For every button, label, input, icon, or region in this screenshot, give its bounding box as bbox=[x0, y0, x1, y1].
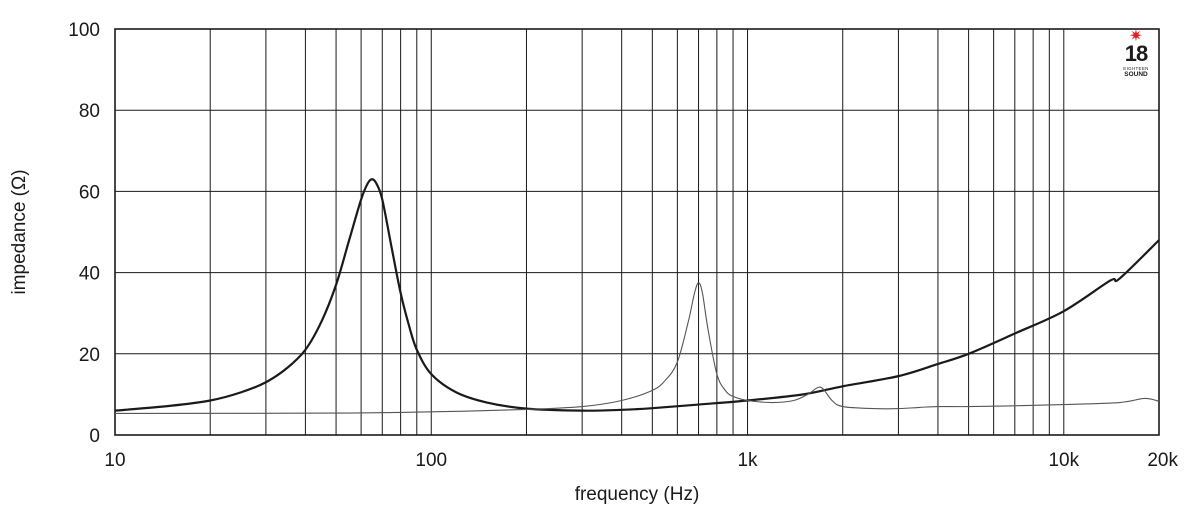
y-axis-label: impedance (Ω) bbox=[9, 169, 30, 294]
series-line-1 bbox=[114, 178, 1160, 412]
x-axis-label: frequency (Hz) bbox=[575, 484, 700, 505]
logo-line2: SOUND bbox=[1124, 71, 1148, 78]
logo-number: 18 bbox=[1124, 41, 1148, 66]
y-tick-labels: 0 20 40 60 80 100 bbox=[68, 20, 100, 447]
eighteen-sound-logo: ✷ 18 EIGHTEEN SOUND bbox=[1118, 28, 1154, 90]
logo-line1: EIGHTEEN bbox=[1123, 66, 1149, 71]
logo-star-icon: ✷ bbox=[1129, 28, 1143, 45]
x-tick-label: 10 bbox=[104, 450, 125, 471]
x-tick-label: 100 bbox=[415, 450, 447, 471]
x-tick-label: 1k bbox=[737, 450, 758, 471]
y-tick-label: 60 bbox=[79, 182, 100, 203]
grid bbox=[115, 29, 1159, 435]
series-line-2 bbox=[114, 282, 1160, 415]
plot-frame bbox=[114, 28, 1160, 436]
y-tick-label: 100 bbox=[68, 20, 100, 41]
x-tick-labels: 10 100 1k 10k 20k bbox=[104, 450, 1178, 471]
y-tick-label: 0 bbox=[89, 426, 100, 447]
y-tick-label: 40 bbox=[79, 264, 100, 285]
y-tick-label: 20 bbox=[79, 345, 100, 366]
y-tick-label: 80 bbox=[79, 101, 100, 122]
x-tick-label: 10k bbox=[1048, 450, 1079, 471]
x-tick-label: 20k bbox=[1147, 450, 1178, 471]
series-layer bbox=[114, 178, 1160, 415]
